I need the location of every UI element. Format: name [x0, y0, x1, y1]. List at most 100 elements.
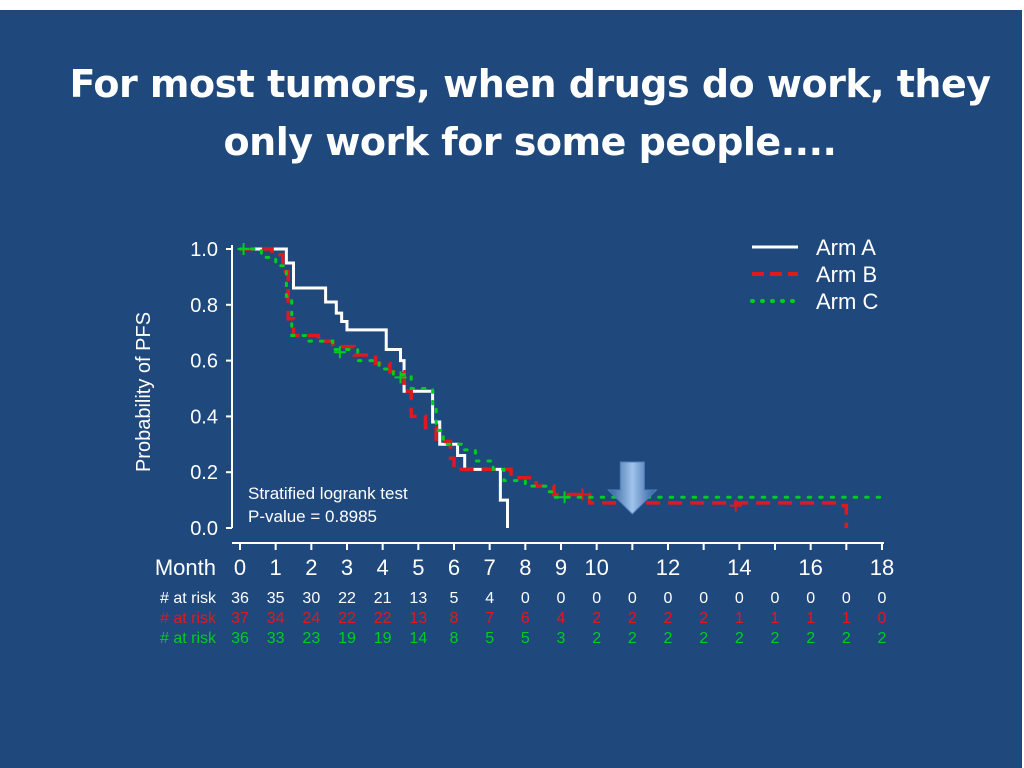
legend-label-arm-a: Arm A [816, 235, 876, 260]
at-risk-cell: 30 [302, 590, 320, 607]
at-risk-cell: 2 [592, 630, 601, 647]
title-line-1: For most tumors, when drugs do work, the… [69, 62, 991, 106]
y-tick-label: 0.8 [190, 295, 218, 317]
at-risk-cell: 1 [735, 610, 744, 627]
censor-mark-arm-c [333, 346, 346, 359]
x-tick-label: 5 [412, 555, 424, 580]
censor-mark-arm-c [394, 371, 407, 384]
at-risk-cell: 5 [450, 590, 459, 607]
at-risk-row-label: # at risk [160, 590, 217, 607]
legend-label-arm-c: Arm C [816, 289, 878, 314]
at-risk-cell: 2 [878, 630, 887, 647]
censor-mark-arm-b [576, 488, 589, 501]
at-risk-cell: 8 [450, 630, 459, 647]
at-risk-cell: 13 [409, 590, 427, 607]
series-layer [237, 243, 884, 528]
arrow-shape [607, 461, 658, 515]
at-risk-cell: 2 [628, 610, 637, 627]
at-risk-cell: 0 [628, 590, 637, 607]
at-risk-cell: 5 [521, 630, 530, 647]
at-risk-row-label: # at risk [160, 610, 217, 627]
x-tick-label: 1 [270, 555, 282, 580]
at-risk-cell: 2 [771, 630, 780, 647]
at-risk-cell: 2 [664, 610, 673, 627]
y-axis-label: Probability of PFS [133, 312, 155, 472]
at-risk-cell: 3 [557, 630, 566, 647]
at-risk-cell: 1 [842, 610, 851, 627]
down-arrow-icon [607, 461, 658, 515]
at-risk-cell: 2 [842, 630, 851, 647]
y-tick-label: 0.2 [190, 462, 218, 484]
x-tick-label: 8 [519, 555, 531, 580]
at-risk-cell: 19 [374, 630, 392, 647]
at-risk-cell: 0 [592, 590, 601, 607]
x-tick-label: 3 [341, 555, 353, 580]
at-risk-cell: 14 [409, 630, 427, 647]
at-risk-cell: 1 [771, 610, 780, 627]
x-tick-label: 16 [798, 555, 822, 580]
series-line-arm-a [240, 247, 509, 528]
at-risk-cell: 36 [231, 590, 249, 607]
x-tick-label: 9 [555, 555, 567, 580]
at-risk-cell: 1 [806, 610, 815, 627]
annotation-line-2: P-value = 0.8985 [248, 507, 377, 526]
at-risk-cell: 0 [557, 590, 566, 607]
at-risk-table: # at risk 36 35 30 22 21 13 5 4 0 0 0 0 0 0 0 0 0 0 0# at r… [160, 590, 887, 647]
at-risk-cell: 22 [338, 590, 356, 607]
x-tick-label: 4 [377, 555, 389, 580]
at-risk-cell: 7 [485, 610, 494, 627]
at-risk-cell: 2 [664, 630, 673, 647]
title-line-2: only work for some people.... [223, 120, 837, 164]
at-risk-cell: 19 [338, 630, 356, 647]
y-tick-label: 0.0 [190, 518, 218, 540]
x-tick-label: 0 [234, 555, 246, 580]
at-risk-cell: 37 [231, 610, 249, 627]
at-risk-cell: 22 [338, 610, 356, 627]
at-risk-cell: 0 [521, 590, 530, 607]
x-tick-label: 6 [448, 555, 460, 580]
at-risk-cell: 0 [699, 590, 708, 607]
at-risk-cell: 0 [771, 590, 780, 607]
at-risk-cell: 21 [374, 590, 392, 607]
at-risk-cell: 2 [699, 630, 708, 647]
at-risk-cell: 2 [735, 630, 744, 647]
at-risk-cell: 0 [735, 590, 744, 607]
at-risk-cell: 0 [878, 590, 887, 607]
slide-title: For most tumors, when drugs do work, the… [40, 55, 1020, 171]
at-risk-cell: 6 [521, 610, 530, 627]
at-risk-cell: 22 [374, 610, 392, 627]
y-tick-label: 1.0 [190, 239, 218, 261]
at-risk-cell: 23 [302, 630, 320, 647]
at-risk-cell: 0 [878, 610, 887, 627]
censor-mark-arm-c [558, 491, 571, 504]
censor-mark-arm-c [237, 243, 250, 255]
at-risk-cell: 36 [231, 630, 249, 647]
x-tick-label: 10 [584, 555, 608, 580]
at-risk-cell: 2 [628, 630, 637, 647]
x-axis-label: Month [155, 555, 216, 580]
at-risk-cell: 0 [842, 590, 851, 607]
annotation-line-1: Stratified logrank test [248, 484, 408, 503]
x-tick-label: 18 [870, 555, 894, 580]
x-tick-label: 2 [305, 555, 317, 580]
at-risk-cell: 5 [485, 630, 494, 647]
at-risk-cell: 24 [302, 610, 320, 627]
y-tick-label: 0.6 [190, 351, 218, 373]
censor-mark-arm-b [729, 499, 742, 512]
at-risk-cell: 8 [450, 610, 459, 627]
at-risk-cell: 2 [699, 610, 708, 627]
legend-label-arm-b: Arm B [816, 262, 877, 287]
x-tick-label: 12 [656, 555, 680, 580]
at-risk-cell: 4 [557, 610, 566, 627]
y-tick-label: 0.4 [190, 406, 218, 428]
series-line-arm-c [238, 247, 884, 499]
at-risk-cell: 4 [485, 590, 494, 607]
at-risk-cell: 0 [806, 590, 815, 607]
at-risk-cell: 35 [267, 590, 285, 607]
annotation: Stratified logrank test P-value = 0.8985 [248, 484, 408, 526]
at-risk-cell: 33 [267, 630, 285, 647]
at-risk-cell: 34 [267, 610, 285, 627]
at-risk-cell: 13 [409, 610, 427, 627]
